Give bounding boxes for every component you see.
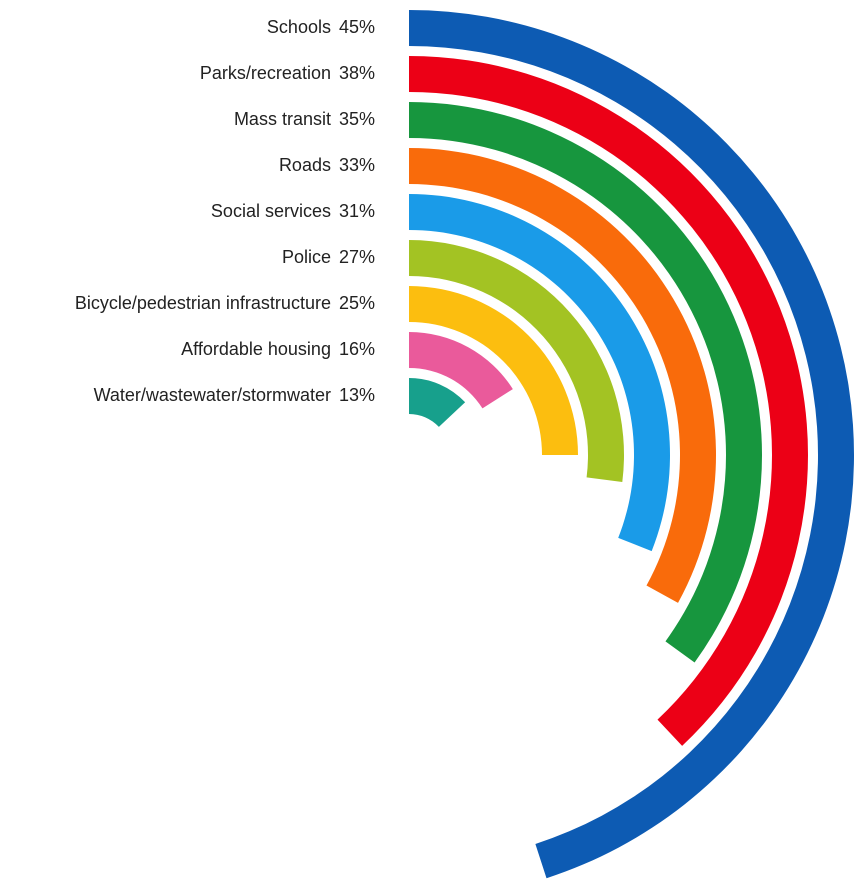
category-name: Water/wastewater/stormwater bbox=[94, 385, 331, 405]
arc-bar bbox=[409, 286, 578, 455]
value-label: 35% bbox=[339, 109, 375, 129]
category-name: Bicycle/pedestrian infrastructure bbox=[75, 293, 331, 313]
category-label: Bicycle/pedestrian infrastructure 25% bbox=[75, 293, 375, 313]
category-name: Affordable housing bbox=[181, 339, 331, 359]
value-label: 45% bbox=[339, 17, 375, 37]
arc-bar bbox=[409, 148, 716, 603]
value-label: 27% bbox=[339, 247, 375, 267]
category-label: Affordable housing 16% bbox=[181, 339, 375, 359]
value-label: 38% bbox=[339, 63, 375, 83]
category-label: Social services 31% bbox=[211, 201, 375, 221]
category-label: Mass transit 35% bbox=[234, 109, 375, 129]
category-name: Social services bbox=[211, 201, 331, 221]
value-label: 25% bbox=[339, 293, 375, 313]
arc-bar bbox=[409, 102, 762, 663]
category-name: Parks/recreation bbox=[200, 63, 331, 83]
category-name: Roads bbox=[279, 155, 331, 175]
arc-bar bbox=[409, 56, 809, 746]
value-label: 33% bbox=[339, 155, 375, 175]
arc-bar bbox=[409, 378, 466, 427]
arc-bar bbox=[409, 332, 513, 409]
category-name: Police bbox=[282, 247, 331, 267]
category-name: Schools bbox=[267, 17, 331, 37]
value-label: 16% bbox=[339, 339, 375, 359]
arc-bar bbox=[409, 240, 624, 482]
category-label: Police 27% bbox=[282, 247, 375, 267]
category-label: Schools 45% bbox=[267, 17, 375, 37]
value-label: 13% bbox=[339, 385, 375, 405]
value-label: 31% bbox=[339, 201, 375, 221]
category-label: Roads 33% bbox=[279, 155, 375, 175]
category-name: Mass transit bbox=[234, 109, 331, 129]
arc-bar bbox=[409, 194, 670, 552]
category-label: Water/wastewater/stormwater 13% bbox=[94, 385, 375, 405]
category-label: Parks/recreation 38% bbox=[200, 63, 375, 83]
